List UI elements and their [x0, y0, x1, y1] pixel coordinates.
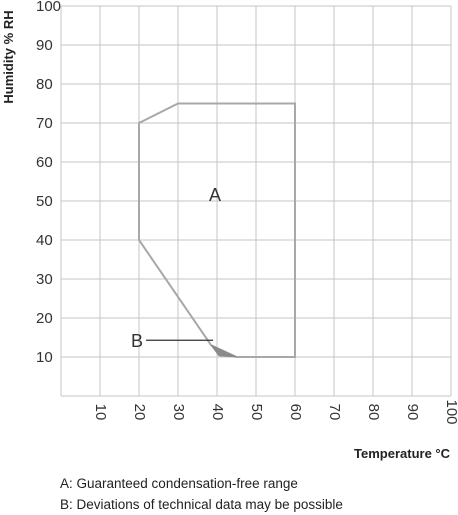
- y-tick-label: 20: [36, 310, 53, 327]
- chart-regions: [138, 102, 296, 358]
- region-a-outline: [138, 102, 296, 358]
- x-tick-label: 20: [131, 404, 148, 421]
- x-tick-label: 100: [443, 399, 458, 424]
- chart-grid: [60, 5, 452, 397]
- region-b-area: [210, 344, 237, 358]
- x-tick-label: 80: [365, 404, 382, 421]
- y-tick-label: 30: [36, 271, 53, 288]
- x-tick-label: 40: [209, 404, 226, 421]
- y-tick-label: 50: [36, 193, 53, 210]
- region-a-label: A: [209, 185, 221, 205]
- y-tick-label: 10: [36, 349, 53, 366]
- x-tick-label: 10: [92, 404, 109, 421]
- legend-line-b: B: Deviations of technical data may be p…: [60, 497, 343, 512]
- region-b-label: B: [131, 331, 143, 351]
- y-tick-label: 40: [36, 232, 53, 249]
- y-tick-label: 90: [36, 37, 53, 54]
- x-axis-title: Temperature °C: [354, 446, 451, 461]
- y-tick-label: 70: [36, 115, 53, 132]
- y-tick-label: 100: [36, 0, 61, 15]
- y-tick-label: 60: [36, 154, 53, 171]
- y-tick-label: 80: [36, 76, 53, 93]
- humidity-temperature-chart: 10 20 30 40 50 60 70 80 90 100 10 20 30 40 50 60 70 80 90 1…: [1, 0, 458, 461]
- x-tick-label: 50: [248, 404, 265, 421]
- x-tick-label: 70: [326, 404, 343, 421]
- x-tick-label: 60: [287, 404, 304, 421]
- y-axis-title: Humidity % RH: [1, 10, 16, 103]
- x-tick-label: 30: [170, 404, 187, 421]
- chart-ticks: 10 20 30 40 50 60 70 80 90 100 10 20 30 40 50 60 70 80 90 1…: [36, 0, 458, 425]
- legend-line-a: A: Guaranteed condensation-free range: [60, 476, 298, 491]
- x-tick-label: 90: [404, 404, 421, 421]
- chart-labels: Humidity % RH Temperature °C A B: [1, 10, 451, 461]
